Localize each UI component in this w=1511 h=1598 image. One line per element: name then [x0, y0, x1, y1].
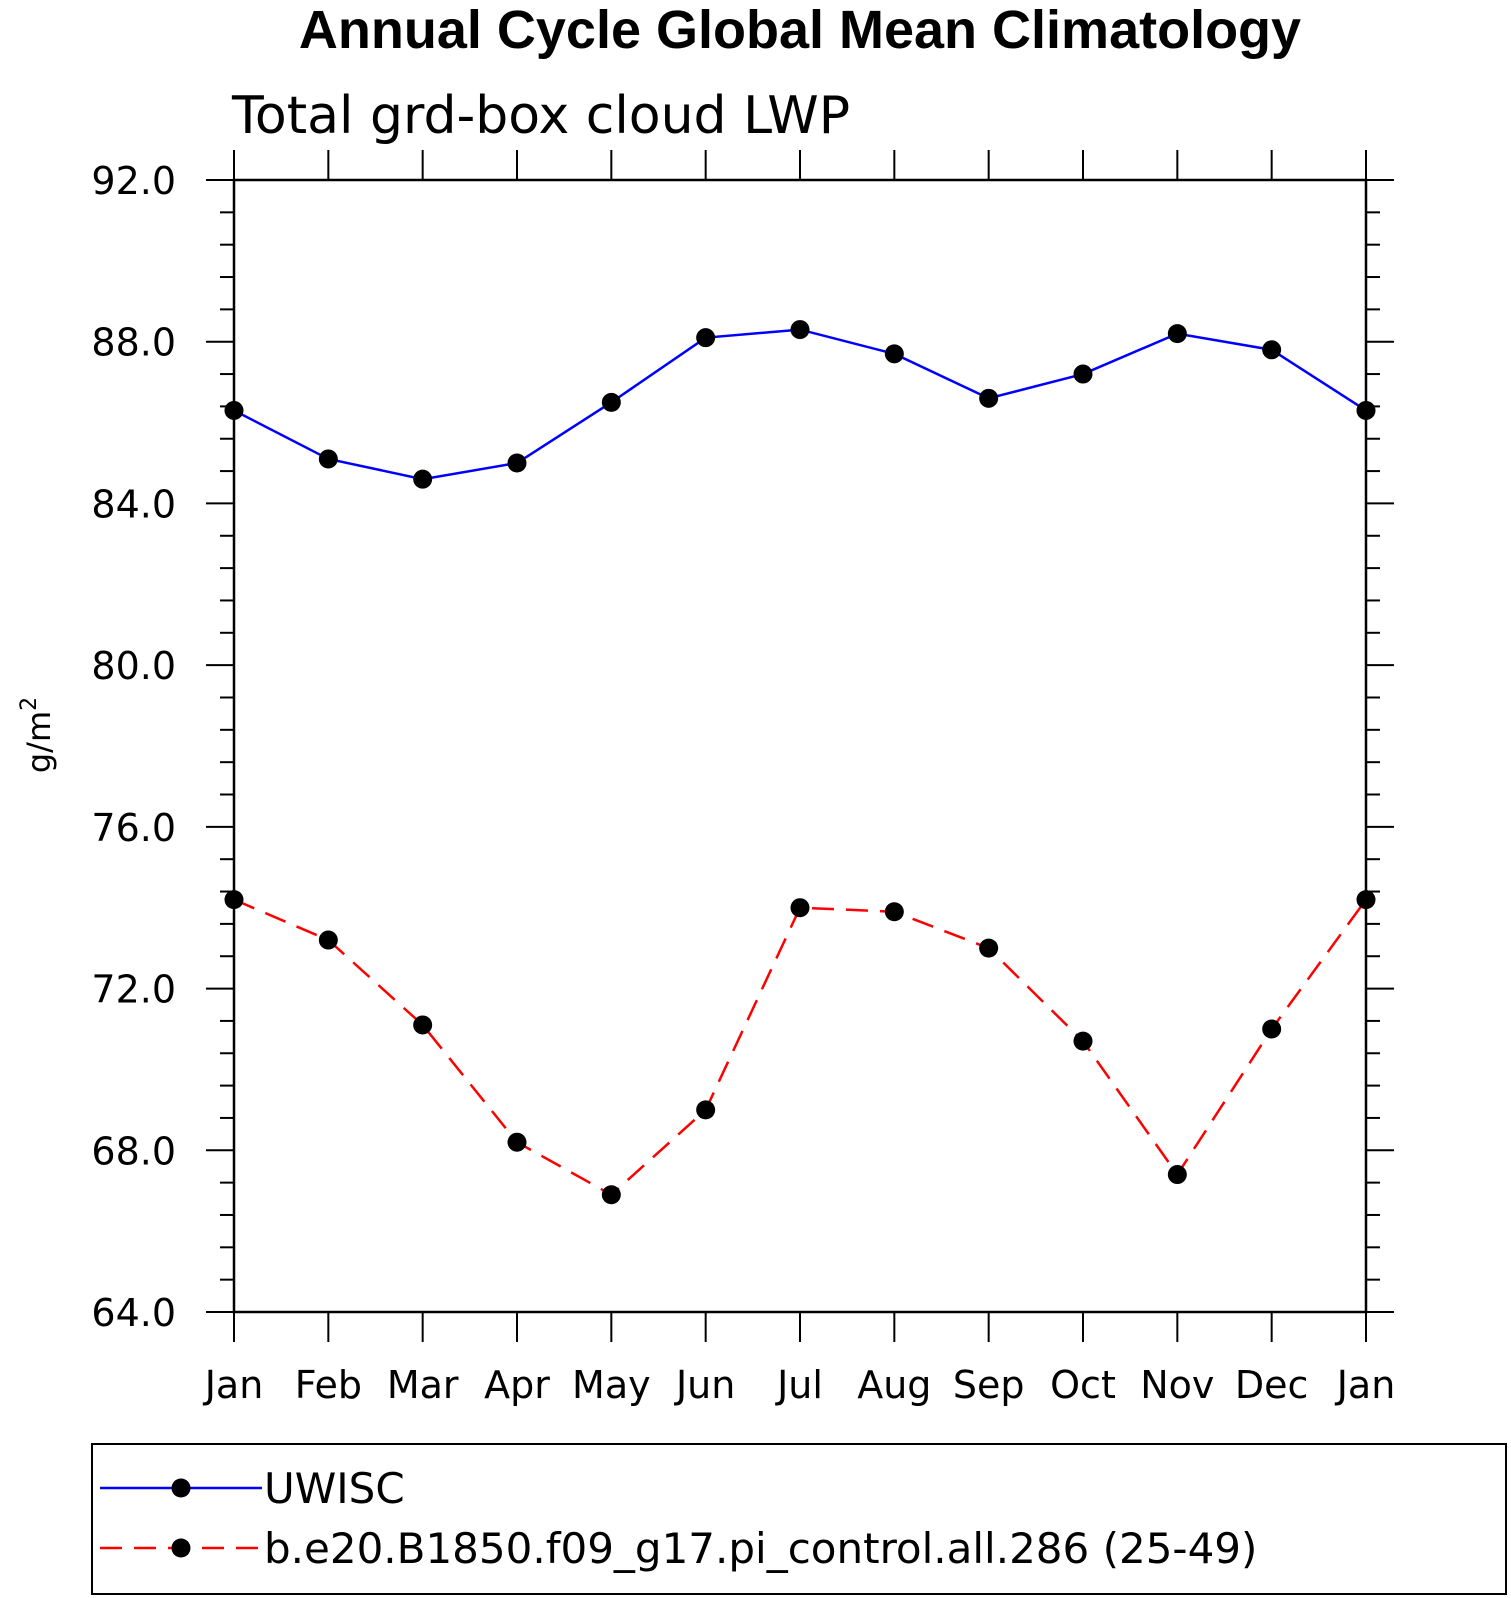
series-line-2 [233, 898, 1368, 1197]
y-tick-label: 88.0 [91, 321, 176, 365]
series-2-point [507, 1132, 527, 1152]
series-2-point [1073, 1031, 1093, 1051]
series-1-point [884, 344, 904, 364]
x-tick-label: Mar [387, 1363, 459, 1407]
series-2-point [1167, 1165, 1187, 1185]
plot-axes [206, 150, 1394, 1342]
x-tick-label: Feb [295, 1363, 362, 1407]
x-tick-label: Oct [1050, 1363, 1116, 1407]
series-1-point [224, 400, 244, 420]
x-tick-label: Dec [1235, 1363, 1309, 1407]
y-tick-label: 68.0 [91, 1129, 176, 1173]
series-2-point [884, 902, 904, 922]
y-tick-label: 64.0 [91, 1291, 176, 1335]
x-tick-label: Sep [953, 1363, 1025, 1407]
series-1-point [413, 469, 433, 489]
x-tick-label: Apr [484, 1363, 550, 1407]
x-tick-label: Jun [674, 1363, 735, 1407]
series-line-1 [233, 328, 1367, 481]
y-tick-label: 92.0 [91, 159, 176, 203]
series-2-point [696, 1100, 716, 1120]
series-2-point [979, 938, 999, 958]
legend: UWISC b.e20.B1850.f09_g17.pi_control.all.… [100, 1464, 1257, 1573]
legend-box [91, 1443, 1507, 1595]
series-1-point [318, 449, 338, 469]
x-tick-labels: Jan Feb Mar Apr May Jun Jul Aug Sep Oct Nov Dec Jan [203, 1363, 1396, 1407]
series-1-point [1167, 324, 1187, 344]
plot-frame [232, 178, 1368, 1314]
y-tick-label: 72.0 [91, 968, 176, 1012]
series-1-point [1262, 340, 1282, 360]
x-tick-label: Jul [775, 1363, 823, 1407]
legend-marker-1 [171, 1478, 191, 1498]
y-tick-label: 80.0 [91, 644, 176, 688]
legend-label-2: b.e20.B1850.f09_g17.pi_control.all.286 (… [264, 1524, 1257, 1573]
y-tick-label: 76.0 [91, 806, 176, 850]
series-2-point [601, 1185, 621, 1205]
x-tick-label: Jan [203, 1363, 264, 1407]
x-tick-label: May [572, 1363, 651, 1407]
y-axis-label-unit: g/m [20, 711, 58, 773]
series-2-point [413, 1015, 433, 1035]
legend-marker-2 [171, 1538, 191, 1558]
x-tick-label: Aug [857, 1363, 931, 1407]
x-tick-label: Nov [1140, 1363, 1214, 1407]
series-1-point [696, 328, 716, 348]
series-1-point [1073, 364, 1093, 384]
series-layer [224, 320, 1376, 1205]
series-2-point [1356, 890, 1376, 910]
series-1-point [601, 392, 621, 412]
series-1-point [507, 453, 527, 473]
series-1-point [790, 320, 810, 340]
legend-label-1: UWISC [264, 1464, 405, 1513]
series-2-point [1262, 1019, 1282, 1039]
y-axis-label: g/m2 [17, 697, 58, 773]
chart-subtitle: Total grd-box cloud LWP [231, 86, 850, 146]
x-tick-label: Jan [1335, 1363, 1396, 1407]
series-2-point [318, 930, 338, 950]
series-2-point [224, 890, 244, 910]
chart-title: Annual Cycle Global Mean Climatology [299, 0, 1301, 60]
series-1-point [1356, 400, 1376, 420]
series-1-point [979, 388, 999, 408]
y-axis-label-exponent: 2 [17, 697, 42, 711]
series-2-point [790, 898, 810, 918]
y-tick-labels: 64.0 68.0 72.0 76.0 80.0 84.0 88.0 92.0 [91, 159, 176, 1335]
y-tick-label: 84.0 [91, 482, 176, 526]
